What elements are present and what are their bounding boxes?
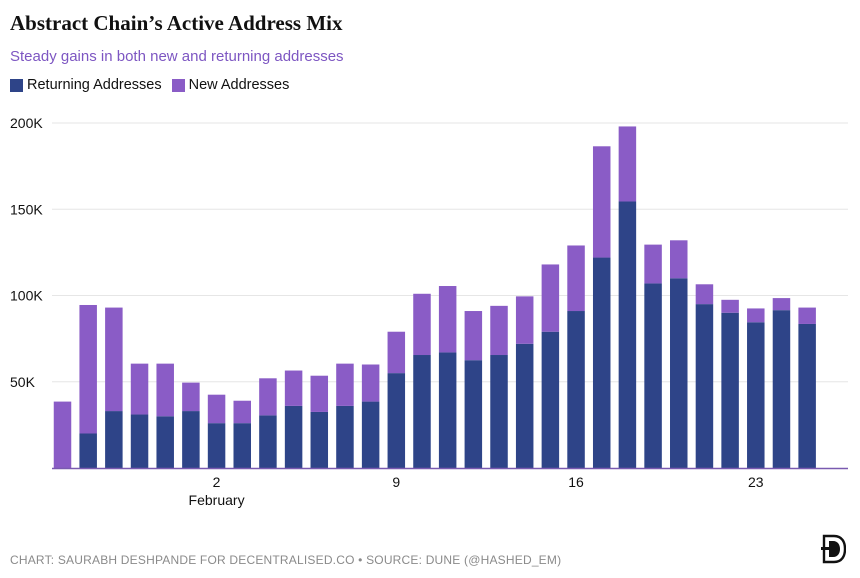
legend-item-returning: Returning Addresses bbox=[10, 77, 162, 93]
bar-returning bbox=[233, 423, 251, 468]
bar-returning bbox=[130, 414, 149, 468]
bar-returning bbox=[79, 433, 97, 468]
bar-new bbox=[207, 394, 226, 424]
bar-returning bbox=[644, 283, 662, 468]
bar-new bbox=[618, 126, 637, 202]
bar-returning bbox=[490, 355, 508, 468]
bar-new bbox=[695, 284, 714, 305]
legend-swatch-returning bbox=[10, 78, 23, 92]
bar-returning bbox=[413, 355, 431, 468]
bar-new bbox=[592, 146, 611, 258]
bar-returning bbox=[618, 201, 637, 469]
bar-returning bbox=[798, 323, 816, 468]
legend-item-new: New Addresses bbox=[171, 77, 290, 93]
bar-returning bbox=[156, 416, 174, 468]
chart-subtitle: Steady gains in both new and returning a… bbox=[10, 48, 344, 65]
bar-new bbox=[798, 307, 816, 324]
bar-returning bbox=[541, 331, 560, 468]
bar-new bbox=[387, 331, 406, 374]
x-tick-label: 16 bbox=[568, 474, 584, 490]
bar-new bbox=[79, 304, 97, 434]
bar-new bbox=[130, 363, 149, 415]
bar-new bbox=[515, 296, 534, 344]
bar-new bbox=[413, 293, 431, 356]
legend-label-returning: Returning Addresses bbox=[27, 77, 162, 93]
chart-title: Abstract Chain’s Active Address Mix bbox=[10, 11, 343, 35]
chart-source-footer: CHART: SAURABH DESHPANDE FOR DECENTRALIS… bbox=[10, 553, 562, 567]
bar-new bbox=[259, 378, 277, 416]
bar-returning bbox=[464, 360, 483, 468]
bar-returning bbox=[592, 257, 611, 468]
bar-returning bbox=[721, 312, 739, 468]
x-tick-label: 9 bbox=[392, 474, 400, 490]
bar-returning bbox=[695, 304, 714, 468]
bar-returning bbox=[567, 311, 585, 468]
legend-swatch-new bbox=[171, 78, 185, 92]
decentralised-logo-icon bbox=[821, 534, 846, 564]
bar-new bbox=[772, 298, 791, 311]
bar-new bbox=[336, 363, 354, 406]
bar-returning bbox=[284, 405, 303, 468]
bar-returning bbox=[747, 322, 765, 468]
x-tick-label: 23 bbox=[748, 474, 764, 490]
bar-new bbox=[310, 375, 329, 412]
bar-new bbox=[644, 244, 662, 284]
bar-returning bbox=[438, 352, 457, 468]
bar-returning bbox=[515, 343, 534, 468]
bar-new bbox=[490, 305, 508, 356]
bar-returning bbox=[182, 411, 200, 468]
legend: Returning Addresses New Addresses bbox=[10, 77, 299, 93]
bar-new bbox=[747, 308, 765, 323]
bar-new bbox=[541, 264, 560, 332]
y-tick-label: 100K bbox=[10, 288, 43, 304]
bar-new bbox=[464, 311, 483, 361]
bar-new bbox=[438, 286, 457, 353]
bar-new bbox=[182, 382, 200, 412]
bar-returning bbox=[336, 405, 354, 468]
x-tick-month-label: February bbox=[189, 492, 245, 508]
bar-new bbox=[156, 363, 174, 417]
bar-new bbox=[284, 370, 303, 406]
bar-new bbox=[567, 245, 585, 312]
bar-new bbox=[670, 240, 688, 279]
bar-returning bbox=[259, 415, 277, 468]
bar-new bbox=[233, 400, 251, 424]
y-tick-label: 150K bbox=[10, 201, 43, 217]
bar-returning bbox=[387, 373, 406, 468]
y-tick-label: 200K bbox=[10, 115, 43, 131]
bar-returning bbox=[361, 401, 380, 468]
y-tick-label: 50K bbox=[10, 374, 36, 390]
bar-returning bbox=[772, 310, 791, 468]
bar-returning bbox=[310, 411, 329, 468]
bar-returning bbox=[670, 278, 688, 468]
x-tick-label: 2 bbox=[213, 474, 221, 490]
bar-returning bbox=[207, 423, 226, 468]
bar-new bbox=[721, 299, 739, 313]
legend-label-new: New Addresses bbox=[188, 77, 290, 93]
bar-new bbox=[361, 364, 380, 402]
bar-returning bbox=[105, 411, 123, 468]
bar-new bbox=[105, 307, 123, 412]
bar-new bbox=[53, 401, 72, 468]
